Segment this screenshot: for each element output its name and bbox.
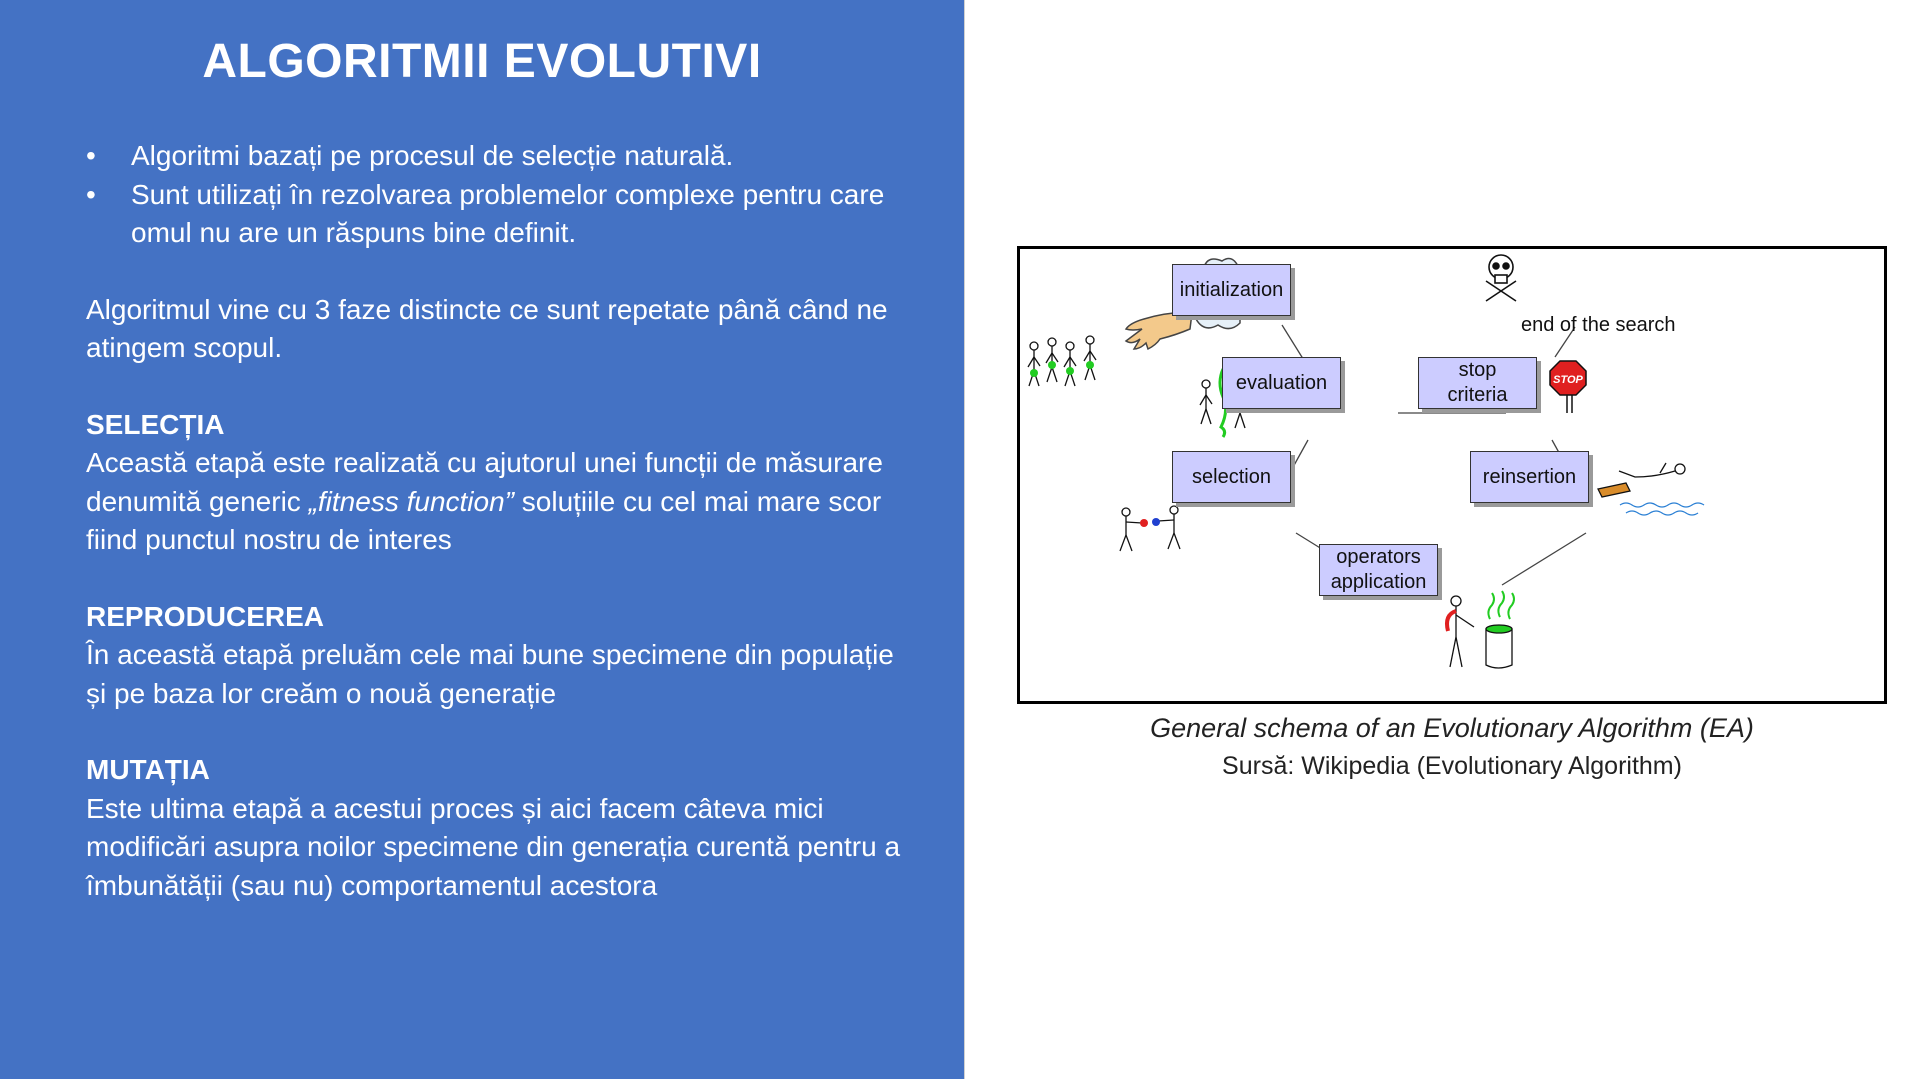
slide-content: • Algoritmi bazați pe procesul de selecți… bbox=[86, 137, 906, 905]
diagram-graphics: STOP bbox=[1027, 254, 1705, 669]
reproduction-heading: REPRODUCEREA bbox=[86, 600, 325, 632]
diagram-caption: General schema of an Evolutionary Algori… bbox=[1150, 713, 1754, 743]
selection-paragraph: Această etapă este realizată cu ajutorul… bbox=[86, 447, 883, 555]
mutation-heading: MUTAȚIA bbox=[86, 754, 210, 785]
stop-sign-text: STOP bbox=[1553, 374, 1583, 386]
selection-heading: SELECȚIA bbox=[86, 408, 225, 440]
skull-icon bbox=[1485, 254, 1517, 302]
scientist-icon bbox=[1445, 590, 1515, 669]
end-of-search-label: end of the search bbox=[1521, 314, 1676, 336]
node-initialization: initialization bbox=[1172, 264, 1291, 316]
bullet-item: • Sunt utilizați în rezolvarea problemelo… bbox=[86, 176, 906, 253]
boxers-icon bbox=[1119, 505, 1181, 552]
node-evaluation: evaluation bbox=[1222, 357, 1341, 409]
bullet-item: • Algoritmi bazați pe procesul de selecți… bbox=[86, 137, 906, 176]
stop-sign-icon: STOP bbox=[1549, 360, 1587, 413]
population-icon bbox=[1027, 335, 1097, 387]
diagram-source: Sursă: Wikipedia (Evolutionary Algorithm… bbox=[1222, 752, 1682, 780]
node-selection: selection bbox=[1172, 451, 1291, 503]
intro-paragraph: Algoritmul vine cu 3 faze distincte ce s… bbox=[86, 293, 888, 364]
ea-diagram: STOP initialization evaluation bbox=[1017, 246, 1887, 704]
bullet-icon: • bbox=[86, 178, 96, 210]
node-stop-criteria: stop criteria bbox=[1418, 357, 1537, 409]
swimmer-icon bbox=[1597, 462, 1705, 516]
fitness-function-term: „fitness function” bbox=[308, 485, 514, 517]
connector-operators-reinsertion bbox=[1501, 532, 1587, 586]
bullet-icon: • bbox=[86, 140, 96, 171]
mutation-paragraph: Este ultima etapă a acestui proces și ai… bbox=[86, 792, 901, 901]
bullet-list: • Algoritmi bazați pe procesul de selecți… bbox=[86, 137, 906, 253]
node-reinsertion: reinsertion bbox=[1470, 451, 1589, 503]
reproduction-paragraph: În această etapă preluăm cele mai bune s… bbox=[86, 639, 894, 709]
text-panel: ALGORITMII EVOLUTIVI • Algoritmi bazați p… bbox=[0, 0, 964, 1079]
connector-stop-end bbox=[1554, 326, 1576, 358]
node-operators-application: operators application bbox=[1319, 544, 1438, 596]
slide-title: ALGORITMII EVOLUTIVI bbox=[202, 35, 762, 88]
panel-divider bbox=[964, 0, 965, 1079]
